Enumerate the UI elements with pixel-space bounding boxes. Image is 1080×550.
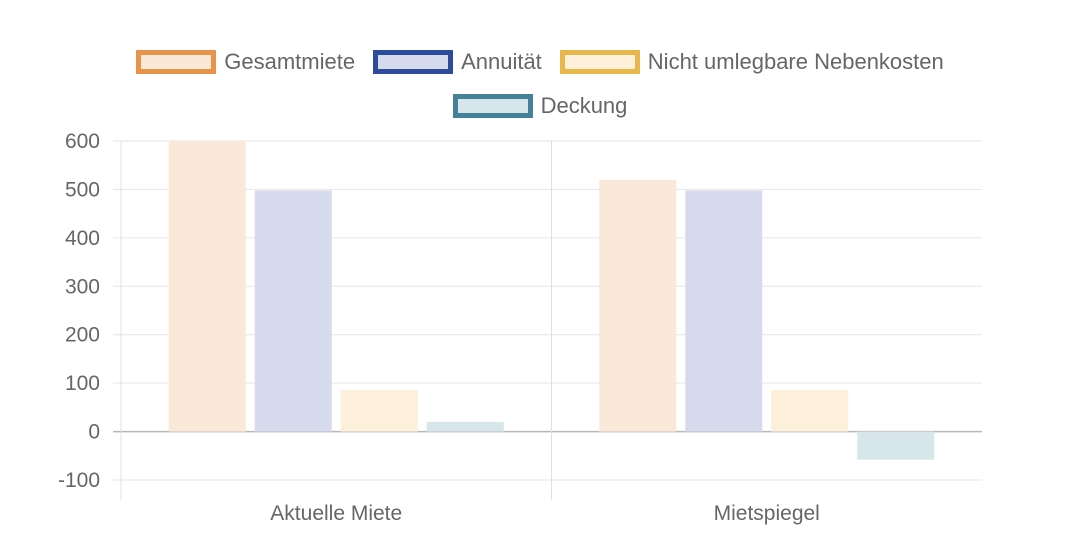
y-tick-label: 0 [88,421,100,444]
bar [254,190,332,432]
x-tick-label: Aktuelle Miete [270,502,402,525]
legend-item-gesamtmiete[interactable]: Gesamtmiete [136,49,355,75]
legend-item-nebenkosten[interactable]: Nicht umlegbare Nebenkosten [559,49,944,75]
bar [857,431,935,460]
y-tick-label: 100 [65,372,100,395]
legend-row-1: Gesamtmiete Annuität Nicht umlegbare Neb… [0,49,1080,75]
y-tick-label: -100 [58,469,100,492]
bar [771,389,849,432]
legend-swatch-annuitaet [373,50,454,74]
bar [426,421,504,432]
y-tick-label: 300 [65,275,100,298]
legend-swatch-deckung [452,94,533,118]
bar [599,179,677,432]
y-tick-label: 400 [65,227,100,250]
legend-row-2: Deckung [0,93,1080,119]
legend-swatch-gesamtmiete [136,50,217,74]
legend-label-nebenkosten: Nicht umlegbare Nebenkosten [647,49,944,74]
y-tick-label: 600 [65,130,100,153]
bar [685,190,763,432]
bar [168,141,246,432]
y-tick-label: 200 [65,324,100,347]
legend-item-annuitaet[interactable]: Annuität [373,49,542,75]
legend-label-deckung: Deckung [540,93,628,118]
bar [340,389,418,432]
legend-label-gesamtmiete: Gesamtmiete [224,49,356,74]
x-tick-label: Mietspiegel [714,502,820,525]
legend-item-deckung[interactable]: Deckung [452,93,628,119]
y-tick-label: 500 [65,178,100,201]
legend-swatch-nebenkosten [559,50,640,74]
legend-label-annuitaet: Annuität [461,49,542,74]
